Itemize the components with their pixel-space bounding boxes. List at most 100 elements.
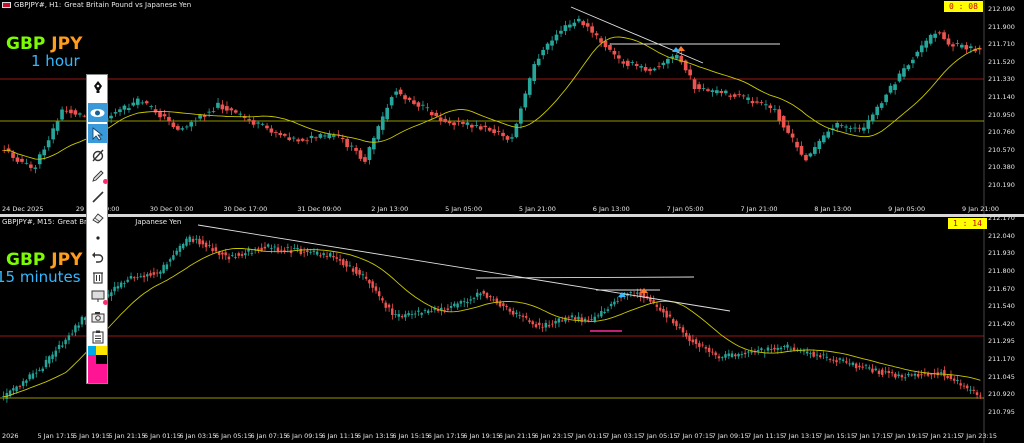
h1-symbol-title: GBP JPY [6, 34, 82, 54]
h1-chart-pane[interactable]: GBPJPY#, H1: Great Britain Pound vs Japan… [0, 0, 1024, 214]
price-tick-label: 211.540 [988, 302, 1015, 311]
candle-body [674, 54, 679, 59]
candle-body [864, 364, 868, 366]
candle-body [300, 138, 305, 141]
candle-body [202, 115, 207, 117]
candle-body [423, 310, 427, 311]
candle-body [443, 310, 446, 311]
magenta-swatch[interactable] [88, 355, 96, 364]
candle-body [299, 248, 303, 255]
candle-body [643, 67, 648, 71]
screen-icon[interactable] [88, 287, 108, 306]
candle-body [616, 300, 619, 302]
candle-body [711, 351, 714, 353]
candle-body [639, 66, 643, 68]
candle-body [198, 114, 202, 119]
m15-chart-canvas[interactable] [0, 217, 1024, 443]
color-palette-icon[interactable] [88, 346, 107, 383]
candle-body [240, 254, 244, 256]
candle-body [906, 65, 911, 70]
pencil-icon[interactable] [88, 166, 108, 185]
candle-body [691, 339, 695, 343]
candle-body [528, 320, 531, 323]
m15-chart-pane[interactable]: GBPJPY#, M15: Great Britain Japanese Yen G… [0, 217, 1024, 443]
dot-icon[interactable] [88, 228, 107, 247]
candle-body [652, 300, 655, 304]
eraser-icon[interactable] [88, 208, 107, 227]
eye-icon[interactable] [88, 103, 107, 122]
candle-body [25, 380, 28, 383]
yellow-swatch[interactable] [96, 346, 107, 355]
candle-body [737, 94, 741, 96]
candle-body [887, 371, 891, 374]
candle-body [743, 352, 747, 355]
time-tick-label: 6 Jan 21:15 [498, 432, 536, 440]
candle-body [818, 355, 822, 358]
candle-body [449, 305, 453, 308]
candle-body [781, 116, 786, 128]
candle-body [813, 147, 817, 154]
candle-body [33, 167, 38, 169]
candle-body [466, 301, 469, 304]
price-tick-label: 210.795 [988, 408, 1015, 416]
candle-body [144, 101, 149, 104]
candle-body [773, 347, 776, 350]
clipboard-icon[interactable] [88, 327, 107, 346]
cyan-swatch[interactable] [88, 346, 96, 355]
candle-body [768, 105, 773, 108]
pencil-color-dot [103, 179, 108, 184]
candle-body [789, 348, 793, 350]
candle-body [172, 255, 175, 260]
candle-body [502, 303, 505, 307]
candle-body [832, 359, 835, 361]
cursor-arrow-icon[interactable] [88, 124, 107, 143]
time-tick-label: 6 Jan 23:15 [534, 432, 572, 440]
candle-body [652, 68, 657, 71]
current-color-swatch[interactable] [88, 364, 107, 383]
candle-body [266, 244, 270, 247]
h1-chart-canvas[interactable] [0, 0, 1024, 214]
ruler-icon[interactable] [88, 187, 107, 206]
candle-body [495, 298, 499, 304]
candle-body [78, 113, 82, 115]
candle-body [113, 286, 116, 292]
candle-body [452, 122, 456, 126]
candle-body [306, 250, 309, 253]
trash-icon[interactable] [88, 267, 107, 286]
undo-icon[interactable] [88, 247, 107, 266]
time-tick-label: 2026 [2, 432, 19, 440]
candle-body [639, 292, 642, 297]
price-tick-label: 210.570 [988, 145, 1015, 154]
candle-body [642, 292, 646, 298]
candle-body [776, 347, 779, 350]
price-tick-label: 212.040 [988, 231, 1015, 240]
eraser-circle-icon[interactable] [88, 145, 107, 164]
candle-body [854, 363, 858, 369]
trendline [197, 224, 731, 312]
candle-body [69, 109, 73, 114]
candle-body [225, 106, 229, 111]
candle-body [870, 114, 875, 121]
price-tick-label: 211.930 [988, 249, 1015, 258]
candle-body [153, 109, 158, 113]
camera-icon[interactable] [88, 307, 107, 326]
candle-body [515, 312, 518, 315]
candle-body [585, 23, 590, 27]
time-tick-label: 6 Jan 13:15 [356, 432, 394, 440]
pane-divider[interactable] [0, 214, 1024, 217]
candle-body [907, 373, 910, 376]
pen-icon[interactable] [88, 77, 107, 96]
black-swatch[interactable] [96, 355, 107, 364]
candle-body [253, 248, 257, 250]
candle-body [113, 112, 118, 114]
candle-body [510, 137, 514, 139]
candle-body [511, 310, 515, 315]
candle-body [557, 318, 561, 323]
candle-body [195, 238, 198, 240]
candle-body [394, 91, 398, 95]
price-tick-label: 212.170 [988, 217, 1015, 222]
candle-body [416, 102, 421, 107]
candle-body [208, 245, 211, 246]
candle-body [345, 260, 348, 267]
candle-body [655, 304, 659, 307]
